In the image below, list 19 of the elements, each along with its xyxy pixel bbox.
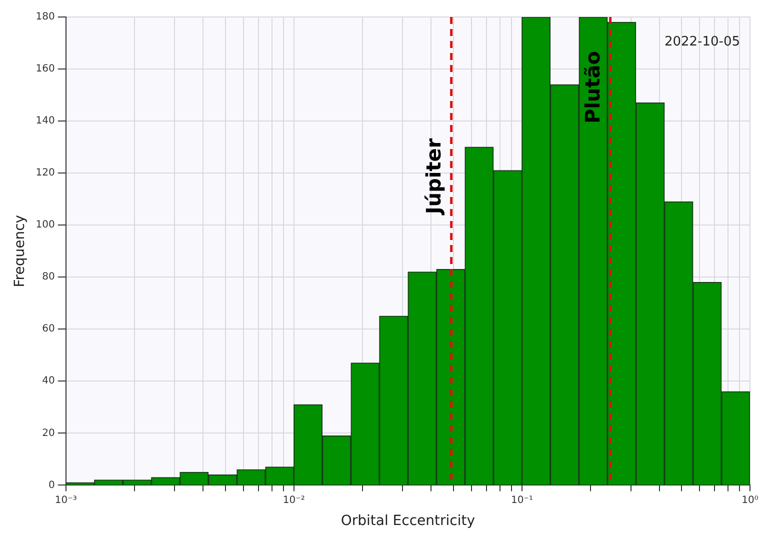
annotation: 2022-10-05 <box>664 34 740 50</box>
y-axis-title: Frequency <box>12 214 28 288</box>
y-tick-label: 100 <box>36 220 55 231</box>
x-axis-title: Orbital Eccentricity <box>340 513 476 530</box>
y-tick-label: 180 <box>36 12 55 23</box>
x-tick-label: 10⁻³ <box>54 494 77 506</box>
ref-line-label: Júpiter <box>422 138 446 216</box>
y-tick-label: 80 <box>42 272 55 283</box>
x-tick-label: 10⁻² <box>282 494 305 506</box>
y-tick-label: 40 <box>42 376 55 387</box>
x-tick-label: 10⁻¹ <box>510 494 533 506</box>
ref-line-label: Plutão <box>580 50 605 124</box>
y-tick-label: 160 <box>36 64 55 75</box>
y-tick-label: 20 <box>42 428 55 439</box>
x-tick-label: 10⁰ <box>742 494 758 506</box>
y-tick-label: 140 <box>36 116 55 127</box>
y-tick-label: 60 <box>42 324 55 335</box>
y-tick-label: 120 <box>36 168 55 179</box>
y-tick-label: 0 <box>48 480 55 491</box>
